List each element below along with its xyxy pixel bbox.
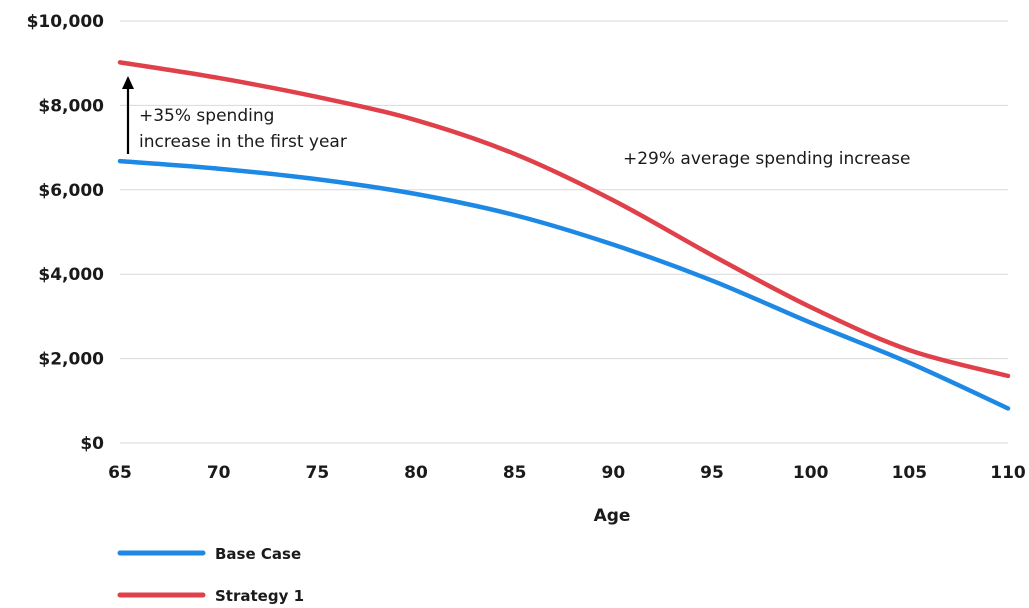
x-tick-label: 80	[404, 463, 428, 483]
x-tick-label: 75	[305, 463, 329, 483]
y-tick-label: $6,000	[38, 181, 104, 201]
annotation-first-year-line2: increase in the first year	[139, 132, 347, 152]
gridlines	[120, 20, 1008, 444]
y-axis-ticks: $0 $2,000 $4,000 $6,000 $8,000 $10,000	[27, 12, 105, 454]
series-lines	[117, 60, 1011, 411]
legend: Base Case Strategy 1	[117, 545, 304, 605]
y-tick-label: $10,000	[27, 12, 105, 32]
x-tick-label: 100	[793, 463, 829, 483]
annotation-first-year-line1: +35% spending	[139, 106, 274, 126]
legend-label: Strategy 1	[215, 587, 304, 605]
y-tick-label: $4,000	[38, 265, 104, 285]
y-tick-label: $0	[80, 434, 104, 454]
x-tick-label: 65	[108, 463, 132, 483]
series-line-strategy-1	[117, 60, 1011, 379]
y-tick-label: $2,000	[38, 350, 104, 370]
legend-item-base-case: Base Case	[117, 545, 301, 563]
series-line-base-case	[117, 158, 1011, 411]
x-tick-label: 95	[700, 463, 724, 483]
first-year-annotation: +35% spending increase in the first year	[122, 76, 347, 154]
x-tick-label: 105	[892, 463, 928, 483]
arrow-head-icon	[122, 76, 134, 89]
x-tick-label: 110	[990, 463, 1026, 483]
x-tick-label: 85	[503, 463, 527, 483]
annotation-average-increase: +29% average spending increase	[623, 149, 910, 169]
legend-item-strategy-1: Strategy 1	[117, 587, 304, 605]
legend-label: Base Case	[215, 545, 301, 563]
x-axis-ticks: 65 70 75 80 85 90 95 100 105 110	[108, 463, 1026, 483]
x-tick-label: 90	[601, 463, 625, 483]
x-axis-label: Age	[594, 506, 631, 526]
y-tick-label: $8,000	[38, 96, 104, 116]
x-tick-label: 70	[207, 463, 231, 483]
